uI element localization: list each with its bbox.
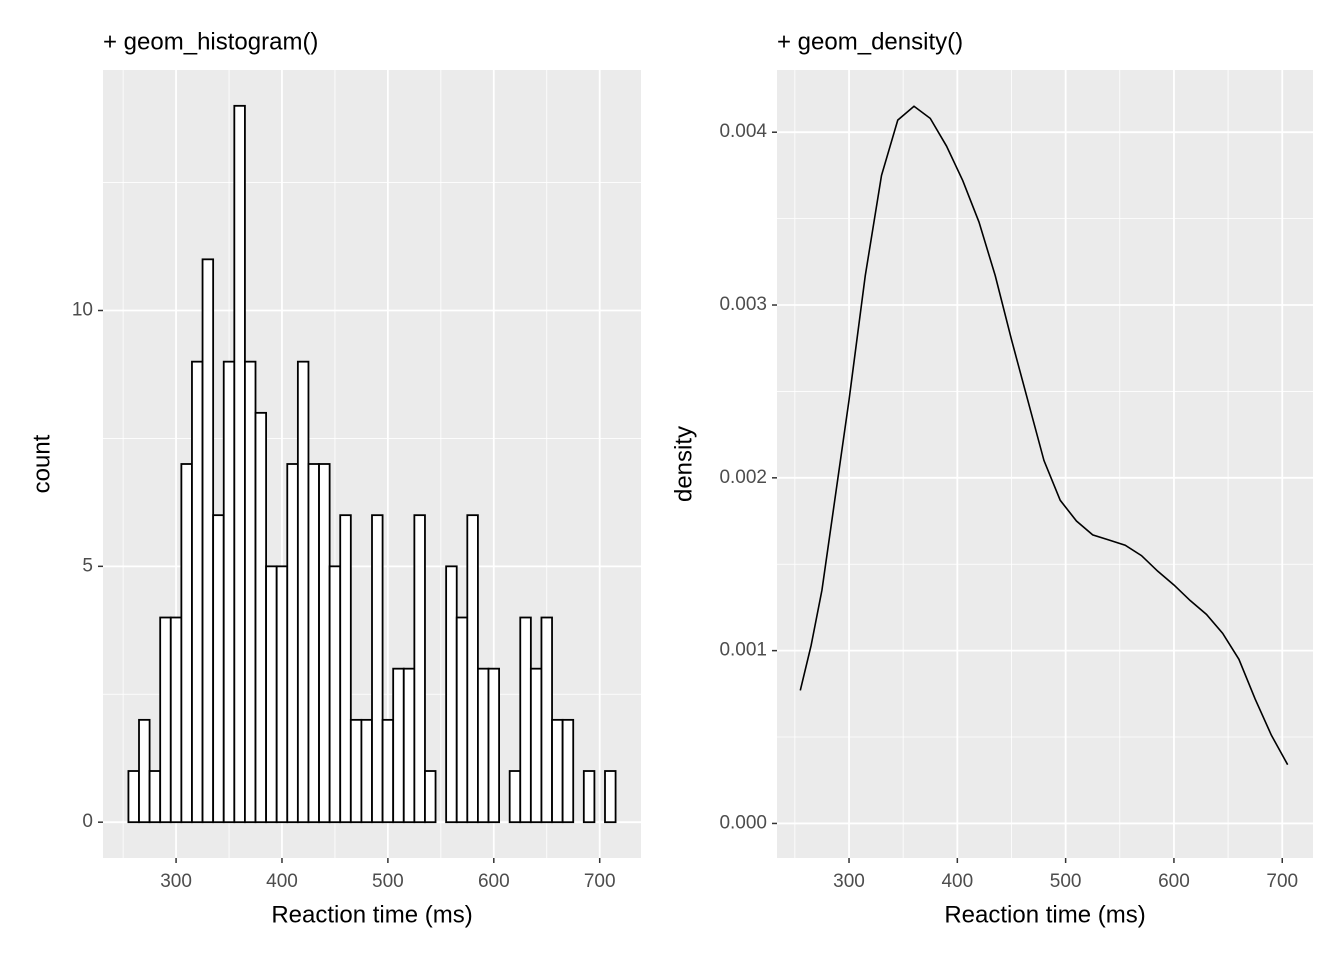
histogram-bar [296, 360, 310, 824]
x-axis-label: Reaction time (ms) [944, 901, 1145, 928]
histogram-bar [233, 104, 246, 824]
histogram-bar [529, 667, 543, 824]
histogram-bar [244, 360, 257, 824]
histogram-bar [371, 514, 384, 824]
histogram-bar [604, 770, 617, 824]
histogram-bar [413, 514, 426, 824]
histogram-bar [201, 258, 215, 824]
histogram-bar [339, 514, 352, 824]
y-tick-label: 5 [82, 555, 93, 576]
histogram-bar [212, 514, 225, 824]
y-axis-label: density [670, 426, 697, 502]
x-tick-label: 500 [1050, 871, 1082, 892]
histogram-bar [254, 411, 267, 824]
histogram-bar [318, 463, 331, 824]
y-tick-label: 0.004 [719, 121, 767, 142]
histogram-bar [540, 616, 553, 824]
histogram-bar [349, 718, 363, 824]
histogram-bar [191, 360, 204, 824]
x-tick-label: 300 [833, 871, 865, 892]
histogram-bar [551, 718, 564, 824]
y-tick-label: 0.003 [719, 294, 767, 315]
y-tick-label: 0.002 [719, 467, 767, 488]
histogram-bar [445, 565, 458, 824]
histogram-bar [466, 514, 479, 824]
chart-title: + geom_histogram() [103, 28, 318, 55]
histogram-bar [127, 770, 140, 824]
x-tick-label: 400 [266, 871, 298, 892]
histogram-bar [222, 360, 236, 824]
histogram-bar [508, 770, 522, 824]
histogram-bar [169, 616, 183, 824]
y-tick-label: 10 [72, 300, 93, 321]
histogram-bar [455, 616, 469, 824]
x-tick-label: 600 [478, 871, 510, 892]
histogram-bar [180, 463, 193, 824]
x-tick-label: 700 [584, 871, 616, 892]
histogram-bar [477, 667, 490, 824]
histogram-bar [148, 770, 162, 824]
x-axis-label: Reaction time (ms) [271, 901, 472, 928]
histogram-bar [519, 616, 532, 824]
histogram-bar [159, 616, 172, 824]
histogram-bar [582, 770, 596, 824]
x-tick-label: 500 [372, 871, 404, 892]
histogram-bar [487, 667, 500, 824]
histogram-bar [381, 718, 395, 824]
y-tick-label: 0.000 [719, 812, 767, 833]
histogram-bar [138, 718, 151, 824]
histogram-bar [424, 770, 437, 824]
histogram-bar [286, 463, 299, 824]
chart-title: + geom_density() [777, 28, 963, 55]
histogram-bar [392, 667, 405, 824]
x-tick-label: 600 [1158, 871, 1190, 892]
x-tick-label: 400 [941, 871, 973, 892]
y-tick-label: 0 [82, 811, 93, 832]
y-axis-label: count [28, 434, 55, 493]
histogram-bar [360, 718, 373, 824]
histogram-bar [561, 718, 575, 824]
density-line [799, 105, 1289, 766]
histogram-bar [402, 667, 416, 824]
y-tick-label: 0.001 [719, 640, 767, 661]
histogram-bar [275, 565, 289, 824]
x-tick-label: 700 [1266, 871, 1298, 892]
histogram-bar [328, 565, 342, 824]
x-tick-label: 300 [160, 871, 192, 892]
histogram-bar [265, 565, 278, 824]
histogram-bar [307, 463, 320, 824]
